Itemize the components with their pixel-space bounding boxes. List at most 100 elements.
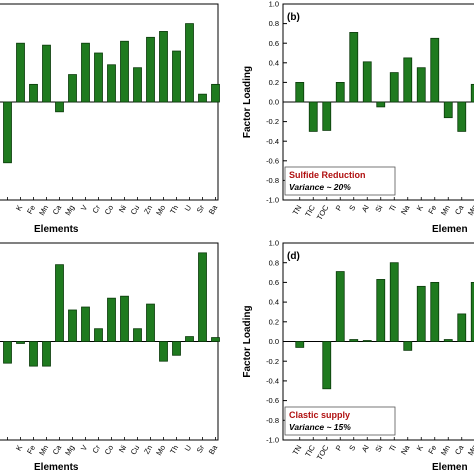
- x-tick-label: Mg: [466, 444, 474, 458]
- bar-b-TOC: [322, 101, 332, 131]
- y-tick-label: -1.0: [266, 436, 279, 445]
- bar-c-U: [185, 336, 194, 342]
- x-tick-label: Ca: [453, 203, 466, 217]
- annotation-box: [284, 406, 396, 436]
- bar-d-Mg: [470, 281, 474, 342]
- bar-d-TN: [295, 341, 305, 348]
- bar-b-S: [349, 32, 359, 103]
- bar-d-P: [335, 271, 345, 342]
- x-tick-label: Na: [399, 203, 412, 217]
- chart-panel-c: K Fe Mn Ca Mg V Cr Co Ni Cu Zn Mo Th U Sr Ba Elements: [0, 242, 220, 473]
- bar-a-Zn: [146, 36, 155, 103]
- bar-c-Mo: [159, 341, 168, 362]
- bar-a-Cu: [133, 67, 142, 103]
- y-tick-label: -0.8: [266, 176, 279, 185]
- bar-a-Fe: [29, 83, 38, 103]
- bar-d-K: [416, 285, 426, 342]
- x-tick-label: Na: [399, 443, 412, 457]
- x-tick-label: S: [347, 444, 357, 453]
- x-tick-label: Ba: [207, 443, 220, 456]
- y-tick-label: 0.2: [269, 317, 279, 326]
- bar-d-Ca: [457, 313, 467, 342]
- x-axis-label: Elements: [34, 462, 79, 473]
- bar-c-Sr: [198, 252, 207, 342]
- y-axis-label: Factor Loading: [242, 305, 253, 377]
- annotation-title: Sulfide Reduction: [289, 170, 366, 180]
- x-tick-label: Si: [373, 203, 384, 214]
- annotation-box: [284, 166, 396, 196]
- x-tick-label: Ba: [207, 203, 220, 216]
- x-tick-label: Mn: [37, 204, 50, 218]
- bar-b-K: [416, 67, 426, 103]
- x-tick-label: Sr: [195, 203, 207, 214]
- x-tick-label: Ca: [51, 203, 64, 217]
- y-tick-label: 0.4: [269, 298, 279, 307]
- panel-label: (d): [287, 251, 300, 262]
- bar-a-Cr: [94, 52, 103, 103]
- bar-d-S: [349, 339, 359, 342]
- x-tick-label: P: [334, 204, 344, 213]
- y-tick-label: -0.4: [266, 377, 279, 386]
- x-tick-label: Mg: [63, 204, 76, 218]
- bar-a-Ba: [211, 83, 220, 103]
- bar-a-unlabeled: [3, 101, 12, 164]
- y-tick-label: 1.0: [269, 0, 279, 9]
- y-tick-label: 0.0: [269, 337, 279, 346]
- x-tick-label: U: [183, 204, 194, 213]
- x-axis-label: Elemen: [432, 462, 468, 473]
- x-tick-label: P: [334, 444, 344, 453]
- bar-c-Ni: [120, 295, 129, 342]
- bar-a-U: [185, 23, 194, 103]
- x-tick-label: Mo: [154, 444, 167, 458]
- x-tick-label: Zn: [142, 204, 154, 216]
- bar-c-Fe: [29, 341, 38, 367]
- bar-b-Fe: [430, 37, 440, 103]
- annotation-variance: Variance ~ 15%: [289, 422, 351, 432]
- bar-c-Ca: [55, 264, 64, 342]
- x-tick-label: V: [79, 204, 89, 213]
- y-tick-label: 0.6: [269, 278, 279, 287]
- x-tick-label: Al: [360, 203, 371, 214]
- x-tick-label: Sr: [195, 443, 207, 454]
- x-tick-label: Mn: [439, 444, 452, 458]
- bar-c-Cu: [133, 328, 142, 342]
- x-tick-label: Zn: [142, 444, 154, 456]
- x-tick-label: Th: [168, 444, 180, 456]
- x-tick-label: Cu: [129, 204, 142, 217]
- x-tick-label: K: [415, 444, 425, 453]
- bar-c-unlabeled: [3, 341, 12, 364]
- x-tick-label: Mo: [154, 204, 167, 218]
- y-tick-label: 0.4: [269, 58, 279, 67]
- bar-d-Fe: [430, 281, 440, 342]
- x-tick-label: Th: [168, 204, 180, 216]
- bar-d-Al: [362, 340, 372, 342]
- bar-b-Mn: [443, 101, 453, 119]
- x-tick-label: Mn: [439, 204, 452, 218]
- bar-d-Na: [403, 341, 413, 351]
- bar-c-Mg: [68, 309, 77, 342]
- y-tick-label: -0.6: [266, 156, 279, 165]
- y-tick-label: 0.8: [269, 19, 279, 28]
- y-tick-label: -0.2: [266, 357, 279, 366]
- x-tick-label: S: [347, 204, 357, 213]
- bar-d-Mn: [443, 339, 453, 342]
- y-tick-label: -0.2: [266, 117, 279, 126]
- bar-a-Mn: [42, 44, 51, 103]
- bar-a-Ca: [55, 101, 64, 113]
- x-tick-label: Ni: [117, 203, 129, 214]
- x-tick-label: Fe: [25, 204, 37, 216]
- x-tick-label: Si: [373, 443, 384, 454]
- bar-b-TN: [295, 82, 305, 103]
- x-tick-label: Al: [360, 443, 371, 454]
- x-tick-label: TN: [291, 444, 304, 457]
- x-tick-label: Ti: [387, 203, 398, 213]
- bar-b-Si: [376, 101, 386, 108]
- bar-c-K: [16, 341, 25, 344]
- y-tick-label: 0.8: [269, 258, 279, 267]
- bar-b-Ca: [457, 101, 467, 132]
- bar-a-V: [81, 42, 90, 103]
- bar-b-Na: [403, 57, 413, 103]
- y-tick-label: -1.0: [266, 196, 279, 205]
- x-tick-label: K: [14, 204, 24, 213]
